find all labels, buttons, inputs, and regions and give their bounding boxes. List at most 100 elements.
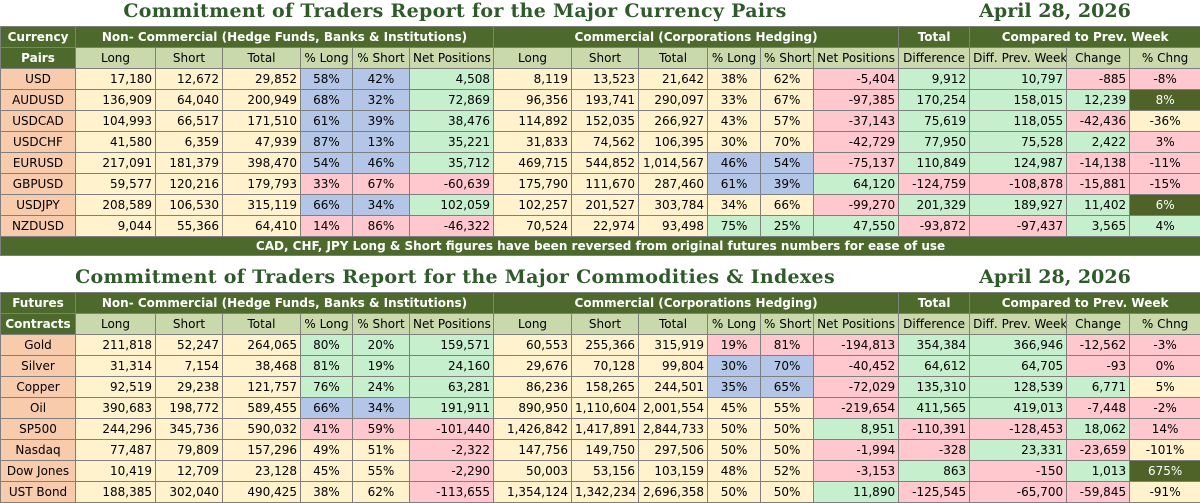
table-cell: 64,410 — [223, 216, 301, 237]
column-header: Diff. Prev. Week — [970, 314, 1067, 335]
table-cell: 114,892 — [494, 111, 572, 132]
table-cell: 48% — [708, 461, 761, 482]
total-header: Total — [899, 293, 970, 314]
table-cell: 290,097 — [639, 90, 708, 111]
currency-title-row: Commitment of Traders Report for the Maj… — [0, 0, 1200, 26]
table-cell: -15% — [1130, 174, 1200, 195]
table-cell: 39% — [761, 174, 814, 195]
table-cell: -42,729 — [814, 132, 899, 153]
table-cell: -128,453 — [970, 419, 1067, 440]
table-cell: 62% — [353, 482, 410, 503]
table-cell: 266,927 — [639, 111, 708, 132]
table-cell: 21,642 — [639, 69, 708, 90]
column-header: Short — [156, 48, 223, 69]
table-cell: 198,772 — [156, 398, 223, 419]
table-cell: 25% — [761, 216, 814, 237]
row-label: EURUSD — [1, 153, 76, 174]
table-cell: 64,612 — [899, 356, 970, 377]
table-cell: 87% — [301, 132, 353, 153]
table-cell: 45% — [301, 461, 353, 482]
table-cell: 61% — [708, 174, 761, 195]
table-cell: -7,448 — [1067, 398, 1130, 419]
column-header: Short — [156, 314, 223, 335]
table-cell: 72,869 — [410, 90, 494, 111]
column-header: Long — [494, 48, 572, 69]
table-cell: 76% — [301, 377, 353, 398]
table-cell: 469,715 — [494, 153, 572, 174]
row-label: USDCAD — [1, 111, 76, 132]
table-cell: 1,426,842 — [494, 419, 572, 440]
commercial-header: Commercial (Corporations Hedging) — [494, 27, 899, 48]
table-cell: 65% — [761, 377, 814, 398]
table-cell: 103,159 — [639, 461, 708, 482]
table-cell: 38% — [708, 69, 761, 90]
table-cell: 50% — [761, 419, 814, 440]
table-cell: 1,013 — [1067, 461, 1130, 482]
table-cell: -1,994 — [814, 440, 899, 461]
table-cell: 1,110,604 — [572, 398, 639, 419]
table-cell: 217,091 — [76, 153, 156, 174]
table-cell: 193,741 — [572, 90, 639, 111]
table-cell: 104,993 — [76, 111, 156, 132]
table-cell: 0% — [1130, 356, 1200, 377]
table-cell: 23,128 — [223, 461, 301, 482]
table-cell: 121,757 — [223, 377, 301, 398]
table-cell: -108,878 — [970, 174, 1067, 195]
table-cell: 181,379 — [156, 153, 223, 174]
table-cell: 46% — [708, 153, 761, 174]
table-cell: 287,460 — [639, 174, 708, 195]
table-cell: 86% — [353, 216, 410, 237]
currency-label-top: Currency — [1, 27, 76, 48]
row-label: AUDUSD — [1, 90, 76, 111]
column-header: Diff. Prev. Week — [970, 48, 1067, 69]
row-label: USDCHF — [1, 132, 76, 153]
row-label: Gold — [1, 335, 76, 356]
column-header: Net Positions — [410, 48, 494, 69]
table-cell: 111,670 — [572, 174, 639, 195]
column-header: Short — [572, 48, 639, 69]
table-cell: 29,238 — [156, 377, 223, 398]
table-cell: 244,296 — [76, 419, 156, 440]
table-cell: 81% — [301, 356, 353, 377]
table-cell: 50% — [708, 482, 761, 503]
row-label: Oil — [1, 398, 76, 419]
table-cell: 315,919 — [639, 335, 708, 356]
table-cell: 8,951 — [814, 419, 899, 440]
table-cell: -125,545 — [899, 482, 970, 503]
table-cell: 64,040 — [156, 90, 223, 111]
table-cell: -124,759 — [899, 174, 970, 195]
table-cell: 8% — [1130, 90, 1200, 111]
table-cell: 390,683 — [76, 398, 156, 419]
table-cell: 366,946 — [970, 335, 1067, 356]
table-cell: 13,523 — [572, 69, 639, 90]
table-cell: 152,035 — [572, 111, 639, 132]
table-cell: -113,655 — [410, 482, 494, 503]
futures-label-top: Futures — [1, 293, 76, 314]
table-cell: -2,290 — [410, 461, 494, 482]
table-cell: 302,040 — [156, 482, 223, 503]
table-cell: 35% — [708, 377, 761, 398]
table-cell: 315,119 — [223, 195, 301, 216]
table-cell: 200,949 — [223, 90, 301, 111]
table-cell: -2% — [1130, 398, 1200, 419]
table-cell: 171,510 — [223, 111, 301, 132]
table-cell: 32% — [353, 90, 410, 111]
commercial-header: Commercial (Corporations Hedging) — [494, 293, 899, 314]
table-cell: 191,911 — [410, 398, 494, 419]
table-cell: -97,385 — [814, 90, 899, 111]
table-cell: 264,065 — [223, 335, 301, 356]
table-cell: 66,517 — [156, 111, 223, 132]
table-cell: 6% — [1130, 195, 1200, 216]
table-cell: 46% — [353, 153, 410, 174]
table-cell: 41% — [301, 419, 353, 440]
table-cell: 50,003 — [494, 461, 572, 482]
table-cell: 75,619 — [899, 111, 970, 132]
table-cell: 34% — [353, 195, 410, 216]
table-cell: 47,939 — [223, 132, 301, 153]
table-cell: 3,565 — [1067, 216, 1130, 237]
column-header: Long — [76, 48, 156, 69]
column-header: Long — [76, 314, 156, 335]
table-cell: 60,553 — [494, 335, 572, 356]
